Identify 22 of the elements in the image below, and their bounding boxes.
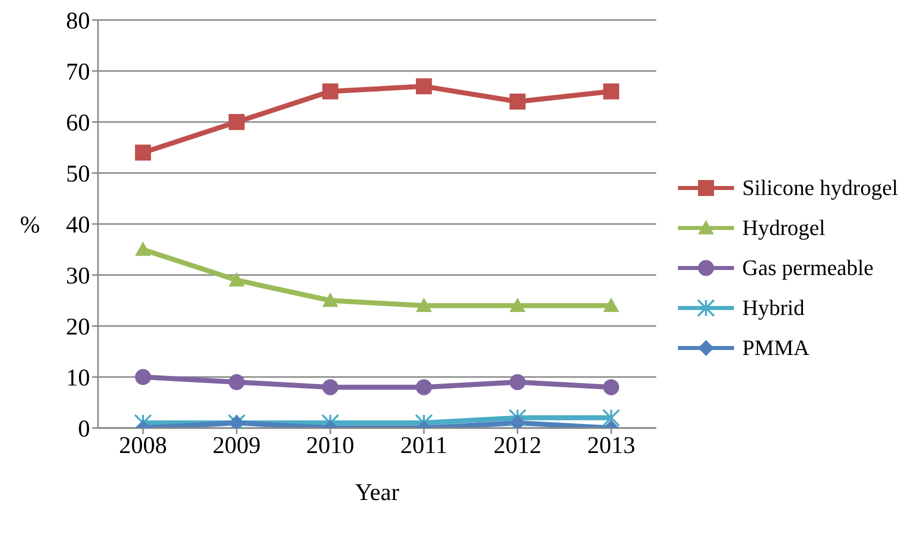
legend-label: Hydrogel bbox=[742, 215, 826, 241]
y-tick-label: 70 bbox=[66, 60, 90, 86]
y-tick-label: 20 bbox=[66, 314, 90, 341]
legend-label: Silicone hydrogel bbox=[742, 175, 898, 201]
y-tick-label: 50 bbox=[66, 162, 90, 188]
y-tick-label: 0 bbox=[78, 416, 90, 443]
x-tick-label: 2012 bbox=[494, 433, 542, 460]
y-tick-label: 60 bbox=[66, 110, 90, 137]
x-tick-label: 2013 bbox=[587, 433, 636, 460]
y-axis-title: % bbox=[20, 212, 40, 239]
legend-label: Hybrid bbox=[742, 295, 805, 321]
y-tick-label: 40 bbox=[66, 212, 90, 239]
x-axis-title: Year bbox=[354, 480, 400, 506]
x-tick-label: 2009 bbox=[212, 433, 261, 460]
x-tick-label: 2010 bbox=[306, 433, 354, 460]
x-tick-label: 2008 bbox=[119, 433, 167, 460]
y-tick-label: 10 bbox=[66, 366, 90, 392]
y-tick-label: 30 bbox=[66, 264, 90, 290]
legend-label: PMMA bbox=[742, 335, 810, 361]
legend-label: Gas permeable bbox=[742, 255, 874, 281]
y-tick-label: 80 bbox=[66, 8, 90, 35]
x-tick-label: 2011 bbox=[400, 433, 448, 460]
